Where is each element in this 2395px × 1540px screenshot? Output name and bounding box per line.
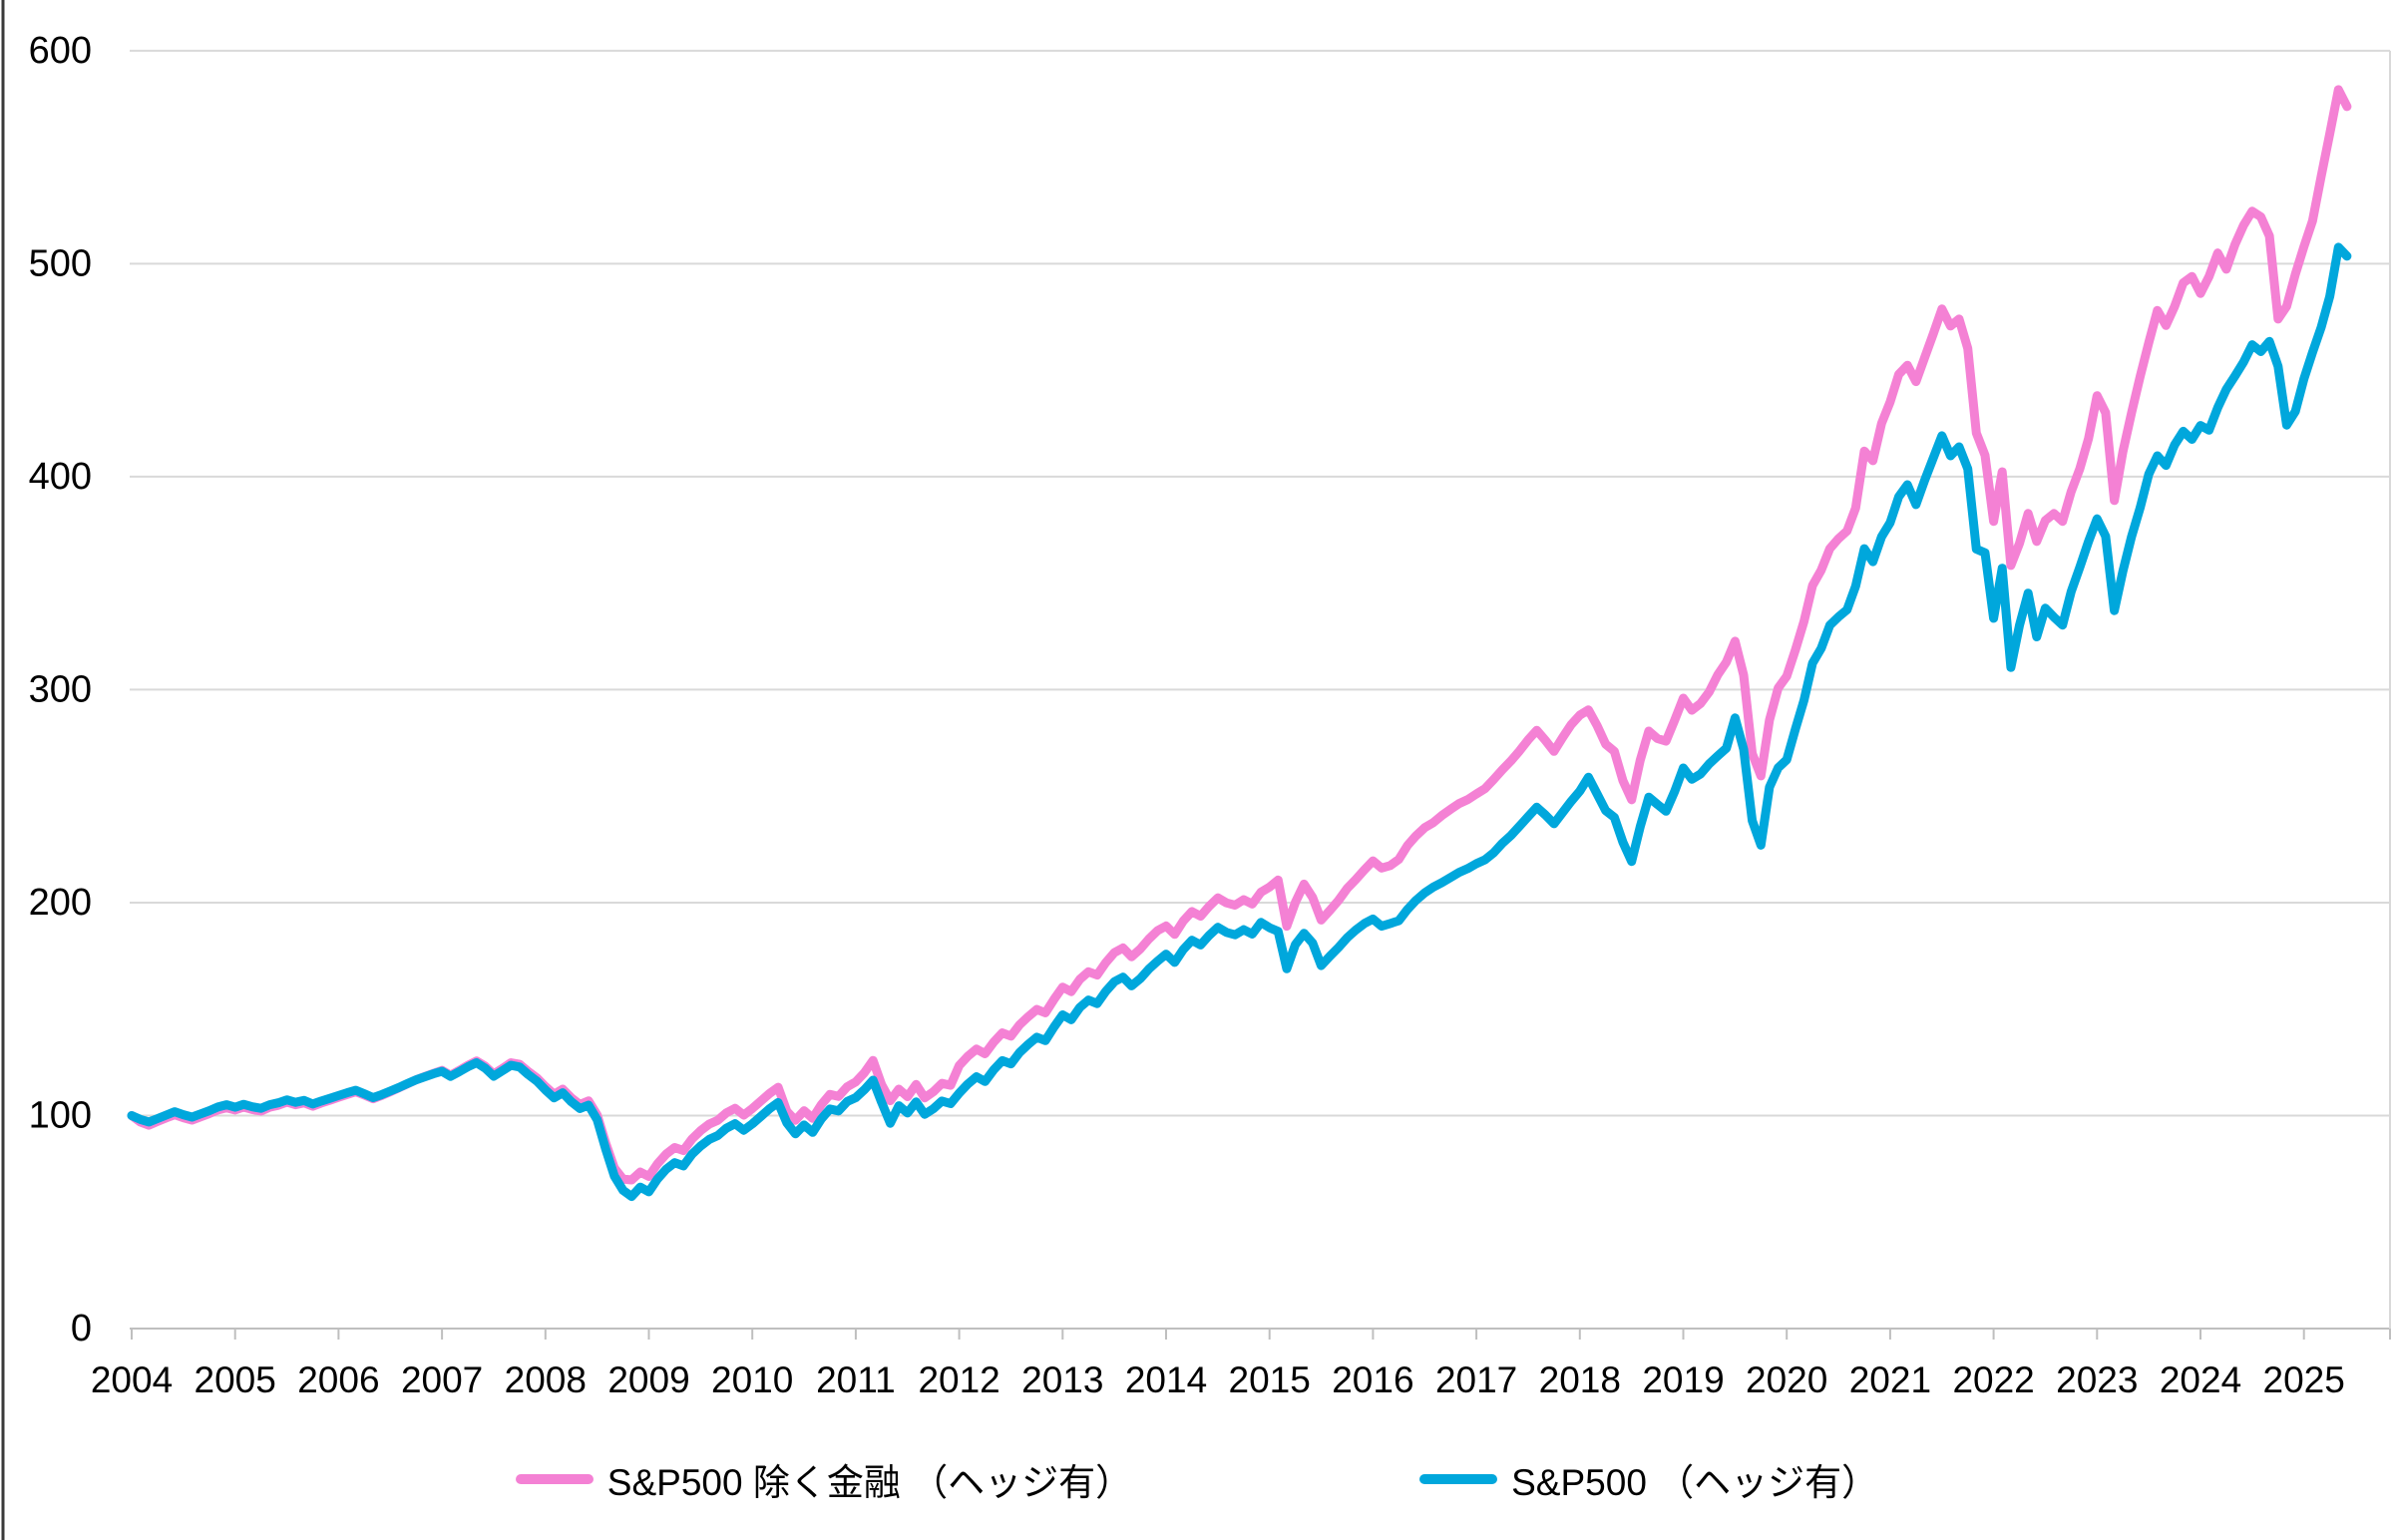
- x-tick-label: 2020: [1746, 1359, 1827, 1400]
- chart-legend: S&P500 除く金融 （ヘッジ有） S&P500 （ヘッジ有）: [120, 1444, 2274, 1514]
- y-tick-label: 300: [29, 668, 92, 710]
- x-tick-label: 2007: [401, 1359, 483, 1400]
- y-tick-label: 500: [29, 242, 92, 284]
- y-tick-label: 400: [29, 456, 92, 498]
- y-tick-label: 100: [29, 1094, 92, 1136]
- x-tick-label: 2022: [1952, 1359, 2034, 1400]
- x-tick-label: 2024: [2160, 1359, 2241, 1400]
- x-tick-label: 2017: [1435, 1359, 1517, 1400]
- x-tick-label: 2008: [505, 1359, 587, 1400]
- y-tick-label: 200: [29, 882, 92, 924]
- legend-item-sp500-ex-financials: S&P500 除く金融 （ヘッジ有）: [515, 1452, 1133, 1506]
- x-tick-label: 2010: [711, 1359, 793, 1400]
- legend-item-sp500: S&P500 （ヘッジ有）: [1419, 1452, 1878, 1506]
- x-tick-label: 2012: [918, 1359, 999, 1400]
- x-tick-label: 2023: [2056, 1359, 2138, 1400]
- y-tick-label: 0: [71, 1308, 92, 1349]
- series-line-1: [127, 242, 2352, 1202]
- x-tick-label: 2019: [1642, 1359, 1724, 1400]
- x-tick-label: 2018: [1539, 1359, 1621, 1400]
- x-tick-label: 2004: [91, 1359, 173, 1400]
- x-tick-label: 2009: [607, 1359, 689, 1400]
- x-tick-label: 2025: [2263, 1359, 2345, 1400]
- x-tick-label: 2005: [195, 1359, 276, 1400]
- legend-label-sp500: S&P500 （ヘッジ有）: [1511, 1462, 1879, 1503]
- x-tick-label: 2011: [816, 1359, 896, 1400]
- x-tick-label: 2015: [1229, 1359, 1311, 1400]
- legend-label-sp500-ex-financials: S&P500 除く金融 （ヘッジ有）: [606, 1462, 1133, 1503]
- x-tick-label: 2014: [1125, 1359, 1207, 1400]
- legend-swatch-pink: [515, 1474, 594, 1484]
- legend-swatch-blue: [1419, 1474, 1498, 1484]
- y-tick-label: 600: [29, 30, 92, 72]
- x-tick-label: 2013: [1021, 1359, 1103, 1400]
- x-tick-label: 2016: [1332, 1359, 1413, 1400]
- x-tick-label: 2006: [297, 1359, 379, 1400]
- x-tick-label: 2021: [1849, 1359, 1931, 1400]
